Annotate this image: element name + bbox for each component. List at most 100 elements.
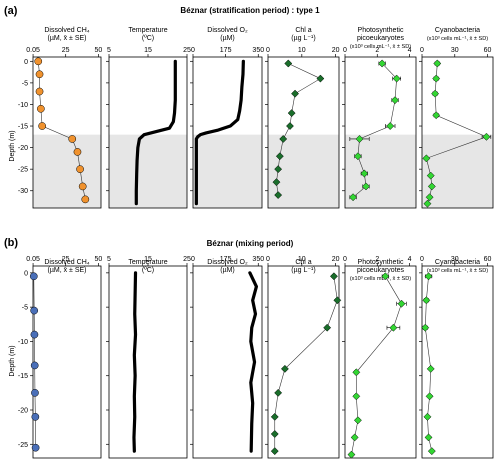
column-header: (µM, x̄ ± SE) (48, 267, 87, 274)
x-tick-label: 15 (144, 256, 152, 263)
x-tick-label: 350 (252, 47, 264, 54)
y-tick-label: -5 (22, 305, 28, 312)
x-tick-label: 0.05 (26, 47, 40, 54)
subplot-a-3: Dissolved O₂(µM) 0 175 350 (190, 27, 264, 209)
data-point (353, 152, 362, 161)
profile-line (132, 271, 138, 453)
data-point (426, 171, 435, 180)
panel-label-a: (a) (4, 5, 18, 17)
shaded-anoxic-layer (345, 134, 416, 208)
data-point (391, 96, 399, 105)
x-tick-label: 0 (266, 47, 270, 54)
column-header: Dissolved O₂ (207, 27, 248, 34)
shaded-anoxic-layer (109, 134, 187, 208)
column-header: Cyanobacteria (435, 259, 480, 266)
data-point (30, 361, 39, 370)
column-header: Dissolved CH₄ (44, 27, 89, 34)
column-header: Cyanobacteria (435, 27, 480, 34)
profile-line (351, 276, 402, 455)
data-point (432, 74, 441, 83)
profile-line (274, 276, 338, 452)
data-point (36, 104, 45, 113)
y-axis-label-b: Depth (m) (9, 345, 16, 376)
column-header: (µM) (220, 267, 235, 274)
column-header: (µM) (220, 35, 235, 42)
x-tick-label: 60 (484, 256, 492, 263)
column-header: Chl a (295, 259, 311, 266)
y-tick-label: -10 (18, 102, 28, 109)
x-tick-label: 5 (107, 47, 111, 54)
plot-frame (344, 56, 417, 209)
x-tick-label: 175 (220, 256, 232, 263)
data-point (323, 323, 332, 332)
data-point (31, 443, 40, 452)
data-point (482, 132, 491, 141)
x-tick-label: 0 (420, 256, 424, 263)
x-tick-label: 350 (252, 256, 264, 263)
plot-frame (421, 265, 494, 459)
x-tick-label: 175 (220, 47, 232, 54)
x-tick-label: 30 (451, 47, 459, 54)
shaded-anoxic-layer (422, 134, 493, 208)
data-point (270, 430, 279, 438)
x-tick-label: 4 (408, 256, 412, 263)
plot-frame (108, 265, 188, 459)
data-point (280, 364, 289, 373)
y-tick-label: -15 (18, 124, 28, 131)
data-point (350, 433, 359, 442)
subplot-b-1: Dissolved CH₄(µM, x̄ ± SE) 0.05 25 50 0 -5 -10… (18, 256, 102, 459)
x-tick-label: 0 (343, 256, 347, 263)
data-point (274, 165, 283, 174)
subplot-a-6: Cyanobacteria (x10³ cells mL⁻¹, x̄ ± SD)0… (419, 27, 494, 209)
data-point (431, 89, 440, 98)
x-tick-label: 60 (484, 47, 492, 54)
data-point (381, 272, 390, 281)
plot-frame (32, 265, 102, 459)
data-point (427, 447, 436, 456)
data-point (279, 135, 288, 143)
column-header: (µg L⁻¹) (291, 35, 315, 42)
data-point (30, 306, 39, 315)
data-point (397, 299, 406, 308)
data-point (426, 364, 435, 373)
x-tick-label: 30 (451, 256, 459, 263)
profile-line (194, 59, 245, 206)
data-point (386, 122, 395, 130)
data-point (329, 272, 338, 281)
data-point (424, 433, 433, 442)
x-tick-label: 2 (375, 47, 379, 54)
y-tick-label: -20 (18, 408, 28, 415)
column-header: (µg L⁻¹) (291, 267, 315, 274)
data-point (349, 193, 358, 202)
y-tick-label: -25 (18, 442, 28, 449)
x-tick-label: 0 (266, 256, 270, 263)
data-point (378, 59, 387, 68)
subplot-b-4: Chl a(µg L⁻¹) 0 10 20 (265, 256, 342, 459)
data-point (274, 191, 283, 200)
subplot-b-2: Temperature(ºC) 5 15 25 (106, 256, 191, 459)
x-tick-label: 0 (420, 47, 424, 54)
column-header: Chl a (295, 27, 311, 34)
data-point (347, 450, 356, 459)
data-point (76, 165, 84, 174)
data-point (433, 59, 442, 68)
x-tick-label: 20 (332, 47, 340, 54)
data-point (286, 122, 294, 130)
x-tick-label: 0.05 (26, 256, 40, 263)
data-point (432, 111, 441, 120)
panel-b: (b) Béznar (mixing period) Depth (m) Dis… (4, 237, 494, 459)
x-tick-label: 25 (183, 47, 191, 54)
column-header: (x10³ cells mL⁻¹, x̄ ± SD) (350, 276, 411, 282)
data-point (284, 59, 293, 68)
y-axis-label-a: Depth (m) (9, 130, 16, 161)
panel-a: (a) Béznar (stratification period) : typ… (4, 5, 494, 209)
plot-frame (267, 265, 340, 459)
profile-line (276, 63, 322, 196)
x-tick-label: 5 (107, 256, 111, 263)
shaded-anoxic-layer (193, 134, 262, 208)
x-tick-label: 0 (343, 47, 347, 54)
data-point (423, 199, 432, 208)
x-tick-label: 50 (94, 47, 102, 54)
plot-frame (192, 56, 263, 209)
